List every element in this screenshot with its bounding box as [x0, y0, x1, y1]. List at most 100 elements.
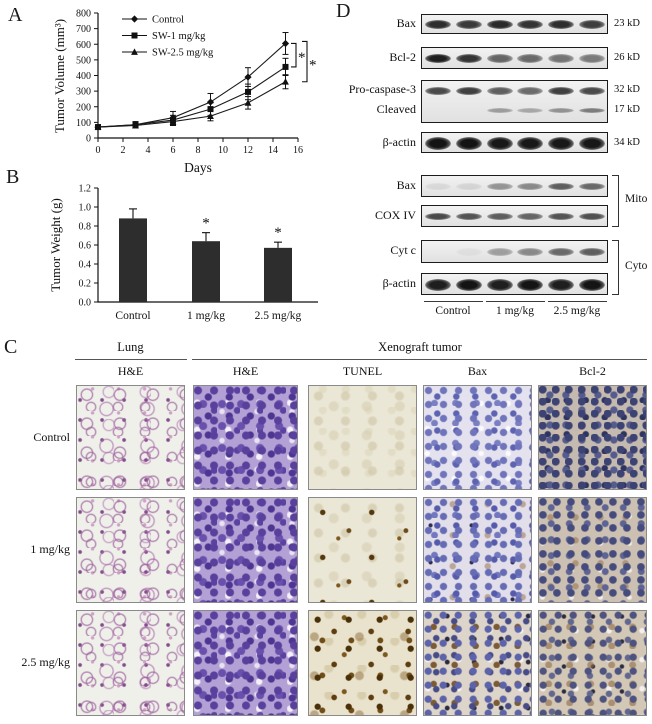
wb-band	[517, 213, 544, 220]
wb-band	[548, 279, 575, 291]
lane-group-underline	[424, 301, 483, 303]
blot-label: Cleaved	[376, 101, 416, 116]
y-tick-label: 100	[76, 118, 91, 129]
histology-image-bcl2-high	[538, 385, 647, 490]
panel-c-label: C	[4, 336, 18, 358]
legend-item: SW-1 mg/kg	[122, 31, 206, 42]
legend-label: SW-1 mg/kg	[152, 31, 206, 42]
wb-band	[455, 183, 482, 190]
group-underline	[192, 359, 647, 361]
row-label-control: Control	[33, 429, 70, 444]
wb-band	[579, 137, 605, 150]
wb-band	[517, 108, 544, 113]
y-tick-label: 400	[76, 71, 91, 82]
blot-label: Pro-caspase-3	[348, 82, 416, 96]
diamond-marker	[130, 15, 139, 23]
blot-label: COX IV	[375, 207, 416, 222]
wb-band	[579, 279, 605, 291]
wb-band	[486, 20, 513, 29]
x-tick-label: 10	[218, 145, 228, 156]
wb-band	[517, 20, 544, 29]
y-tick-label: 0.6	[79, 241, 92, 252]
column-group-lung: Lung	[117, 340, 144, 354]
legend-item: Control	[122, 15, 184, 26]
wb-band	[579, 20, 605, 29]
significance-star: *	[298, 50, 306, 66]
blot-label: Bax	[396, 15, 416, 30]
blot-label: β-actin	[382, 134, 416, 149]
y-tick-label: 0.2	[79, 279, 92, 290]
fraction-bracket	[612, 175, 619, 227]
wb-band	[517, 137, 544, 150]
triangle-marker	[132, 121, 139, 129]
wb-band	[425, 183, 451, 190]
wb-band	[548, 20, 575, 29]
y-tick-label: 800	[76, 9, 91, 20]
wb-band	[425, 213, 451, 220]
wb-band	[486, 183, 513, 190]
blot-box-bcl-2	[421, 47, 608, 69]
histology-image-lung	[76, 385, 185, 490]
wb-band	[455, 213, 482, 220]
series-line	[97, 81, 286, 128]
histology-image-bax-mid	[423, 497, 532, 603]
category-label: 1 mg/kg	[187, 310, 225, 322]
series-sw-2-5-mg-kg	[94, 74, 289, 130]
blot-box-bax	[421, 175, 608, 197]
x-tick-label: 6	[171, 145, 176, 156]
wb-band	[486, 87, 513, 95]
y-axis-title: Tumor Weight (g)	[48, 198, 63, 292]
column-group-xenograft-tumor: Xenograft tumor	[378, 340, 462, 354]
histology-image-bcl2-mid	[538, 497, 647, 603]
significance-star: *	[274, 225, 282, 241]
wb-band	[425, 87, 451, 95]
western-blot-panel: Bax 23 kD Bcl-2 26 kD Pro-caspase-3 32 kD Clea…	[330, 0, 652, 340]
lane-group-label: 1 mg/kg	[495, 305, 534, 317]
wb-band	[548, 54, 575, 63]
blot-box-pro-caspase-3	[421, 80, 608, 123]
significance-star: *	[309, 58, 317, 74]
category-label: 2.5 mg/kg	[255, 310, 302, 322]
histology-image-lung	[76, 497, 185, 603]
wb-band	[425, 54, 451, 63]
wb-band	[548, 108, 575, 113]
wb-band	[455, 20, 482, 29]
x-tick-label: 16	[293, 145, 303, 156]
row-label-2-5-mg-kg: 2.5 mg/kg	[21, 655, 70, 669]
x-tick-label: 2	[121, 145, 126, 156]
legend-label: SW-2.5 mg/kg	[152, 48, 214, 59]
blot-label: Bax	[396, 177, 416, 192]
histology-image-he	[193, 385, 298, 490]
significance-bracket	[291, 42, 297, 68]
category-label: Control	[115, 310, 150, 322]
x-axis-title: Days	[184, 160, 212, 175]
square-marker	[245, 88, 251, 95]
triangle-marker	[207, 112, 214, 120]
histology-image-tunel-many	[308, 610, 417, 716]
group-underline	[75, 359, 187, 361]
significance-bracket	[302, 40, 308, 83]
wb-band	[425, 279, 451, 291]
panel-d-label: D	[336, 0, 351, 22]
lane-group-label: 2.5 mg/kg	[553, 305, 601, 317]
wb-band	[548, 87, 575, 95]
panel-b-label: B	[6, 166, 20, 188]
blot-label: Bcl-2	[389, 49, 416, 64]
blot-box--actin	[421, 273, 608, 295]
bar-control	[119, 218, 147, 302]
wb-band	[517, 248, 544, 256]
column-header-tunel: TUNEL	[342, 364, 383, 378]
triangle-marker	[94, 123, 102, 130]
wb-band	[455, 248, 482, 256]
x-tick-label: 14	[268, 145, 278, 156]
blot-box-cyt-c	[421, 240, 608, 263]
panel-a-label: A	[8, 4, 23, 26]
diamond-marker	[244, 73, 252, 81]
y-tick-label: 0.8	[79, 222, 92, 233]
square-marker	[282, 63, 289, 70]
wb-band	[579, 108, 605, 113]
y-tick-label: 200	[76, 102, 91, 113]
y-tick-label: 0.4	[79, 260, 92, 271]
fraction-label: Mito	[625, 193, 648, 205]
wb-band	[579, 54, 605, 63]
